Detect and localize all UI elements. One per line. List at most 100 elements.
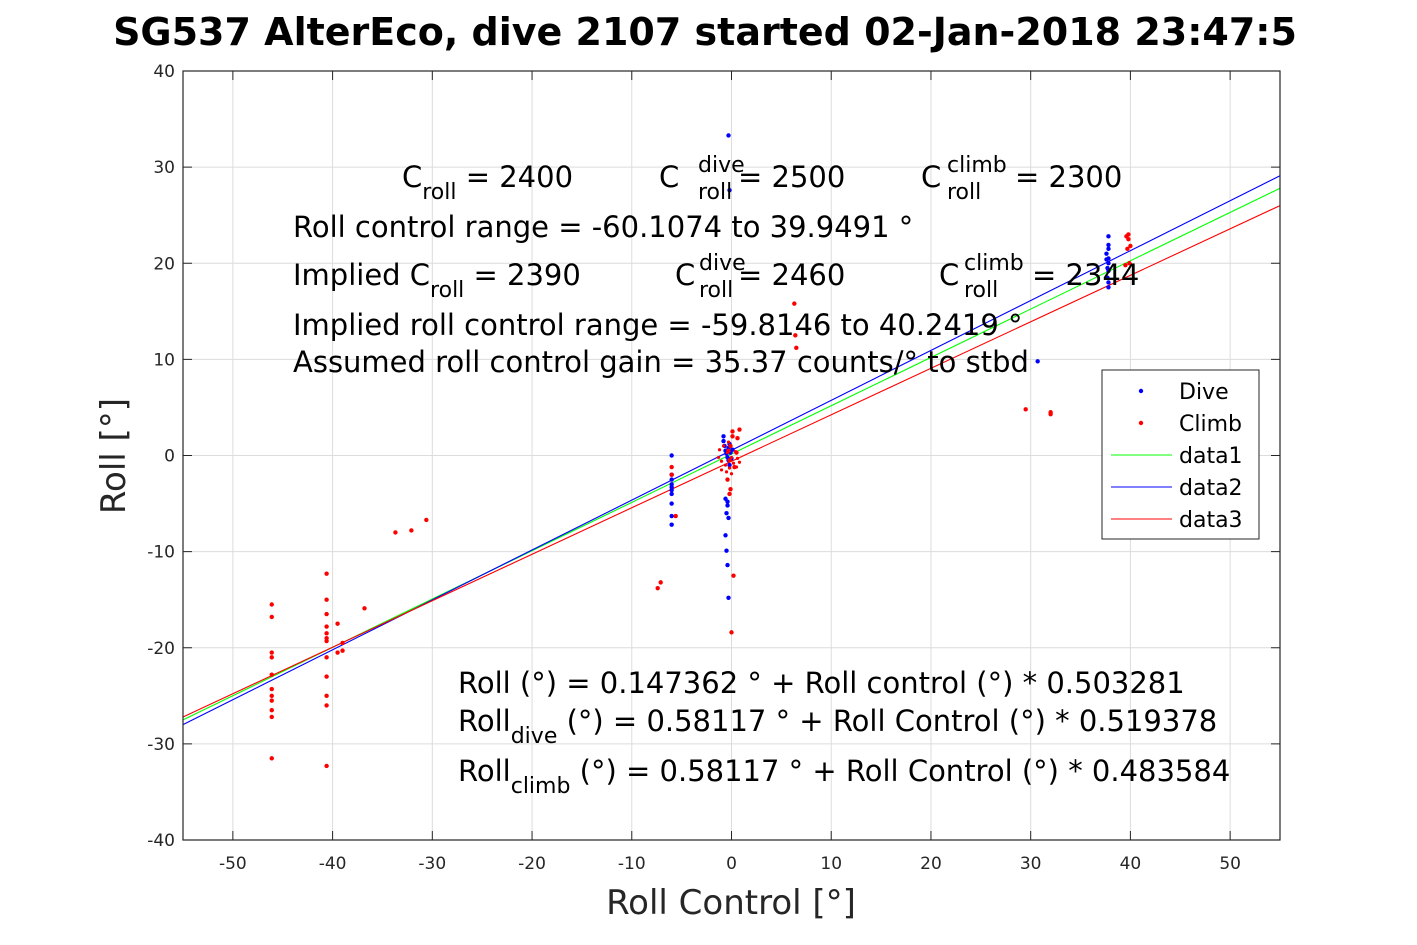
point-climb — [324, 703, 329, 708]
point-climb — [669, 472, 674, 477]
point-climb — [792, 301, 797, 306]
point-climb — [719, 459, 724, 463]
point-climb — [324, 693, 329, 699]
point-climb — [269, 693, 274, 699]
point-climb — [727, 466, 732, 470]
point-dive — [1035, 359, 1040, 364]
point-climb — [737, 460, 742, 464]
point-climb — [335, 621, 340, 626]
point-climb — [794, 345, 799, 351]
point-dive — [669, 522, 674, 527]
point-climb — [725, 451, 730, 455]
annotation-implied-dive-sup: dive — [699, 251, 746, 276]
y-tick-label: -10 — [147, 543, 175, 563]
annotation-fit-climb: Rollclimb (°) = 0.58117 ° + Roll Control… — [458, 754, 1230, 799]
annotation-gain: Assumed roll control gain = 35.37 counts… — [293, 345, 1029, 379]
annotation-croll-dive-value: = 2500 — [738, 160, 845, 194]
point-dive — [669, 513, 674, 519]
point-climb — [658, 580, 663, 585]
point-climb — [735, 435, 740, 441]
point-dive — [727, 187, 732, 193]
point-climb — [340, 640, 345, 646]
x-tick-label: -50 — [219, 854, 247, 874]
point-climb — [728, 443, 733, 449]
point-climb — [324, 655, 329, 660]
point-climb — [269, 650, 274, 655]
point-dive — [721, 438, 726, 444]
point-dive — [669, 501, 674, 506]
point-climb — [727, 458, 732, 463]
point-climb — [269, 698, 274, 703]
annotation-implied-climb: C — [939, 258, 959, 292]
point-dive — [725, 503, 730, 508]
point-climb — [409, 528, 414, 533]
point-climb — [655, 585, 660, 591]
point-dive — [725, 499, 730, 504]
annotation-implied-climb-sub: roll — [964, 278, 998, 303]
legend-dive-label: Dive — [1179, 380, 1229, 405]
point-climb — [1124, 234, 1129, 239]
point-climb — [269, 714, 274, 720]
point-dive — [669, 453, 674, 458]
annotation-croll: Croll = 2400 — [402, 160, 573, 205]
legend-dive-marker — [1138, 388, 1144, 394]
annotation-implied-dive-value: = 2460 — [738, 258, 845, 292]
point-climb — [729, 455, 734, 460]
x-tick-label: 0 — [726, 854, 737, 874]
x-tick-label: 40 — [1120, 854, 1142, 874]
point-climb — [730, 429, 735, 434]
point-dive — [726, 595, 731, 600]
point-climb — [1127, 261, 1132, 266]
point-climb — [1128, 243, 1133, 249]
point-climb — [729, 630, 734, 635]
point-dive — [1105, 265, 1110, 271]
point-climb — [340, 648, 345, 653]
point-climb — [1048, 411, 1053, 417]
legend-data2-label: data2 — [1179, 476, 1243, 501]
point-climb — [269, 672, 274, 677]
point-climb — [362, 606, 367, 611]
point-dive — [724, 548, 729, 553]
point-dive — [726, 515, 731, 521]
point-climb — [723, 463, 728, 467]
point-climb — [335, 650, 340, 655]
annotation-implied-dive: C — [675, 258, 695, 292]
point-climb — [324, 597, 329, 602]
point-climb — [726, 440, 731, 444]
point-dive — [730, 447, 735, 452]
x-tick-label: 30 — [1020, 854, 1042, 874]
point-climb — [269, 655, 274, 660]
point-dive — [725, 562, 730, 568]
y-tick-label: 30 — [153, 158, 175, 178]
y-tick-label: 20 — [153, 254, 175, 274]
y-axis-label: Roll [°] — [94, 398, 134, 514]
legend-climb-marker — [1138, 420, 1144, 426]
annotation-croll-climb-sub: roll — [947, 180, 981, 205]
tick-marks — [183, 70, 1280, 841]
y-tick-label: -40 — [147, 831, 175, 851]
y-tick-label: -30 — [147, 735, 175, 755]
annotation-fit: Roll (°) = 0.147362 ° + Roll control (°)… — [458, 666, 1185, 700]
legend-data3-label: data3 — [1179, 508, 1243, 533]
chart-title: SG537 AlterEco, dive 2107 started 02-Jan… — [113, 10, 1297, 54]
point-climb — [269, 602, 274, 607]
point-climb — [424, 517, 429, 523]
point-climb — [719, 468, 724, 472]
point-climb — [269, 756, 274, 761]
point-climb — [717, 448, 722, 452]
point-dive — [1104, 257, 1109, 262]
point-climb — [728, 486, 733, 492]
annotation-croll-climb-value: = 2300 — [1015, 160, 1122, 194]
annotation-croll-dive-sup: dive — [698, 153, 745, 178]
point-dive — [1106, 242, 1111, 248]
legend-climb-label: Climb — [1179, 412, 1242, 437]
point-climb — [735, 456, 740, 460]
point-climb — [324, 763, 329, 769]
point-dive — [1106, 285, 1111, 290]
point-dive — [1106, 246, 1111, 252]
x-tick-label: 10 — [820, 854, 842, 874]
y-tick-label: 0 — [164, 447, 175, 467]
point-climb — [793, 333, 798, 338]
x-tick-labels: -50 -40 -30 -20 -10 0 10 20 30 40 50 — [219, 854, 1241, 874]
